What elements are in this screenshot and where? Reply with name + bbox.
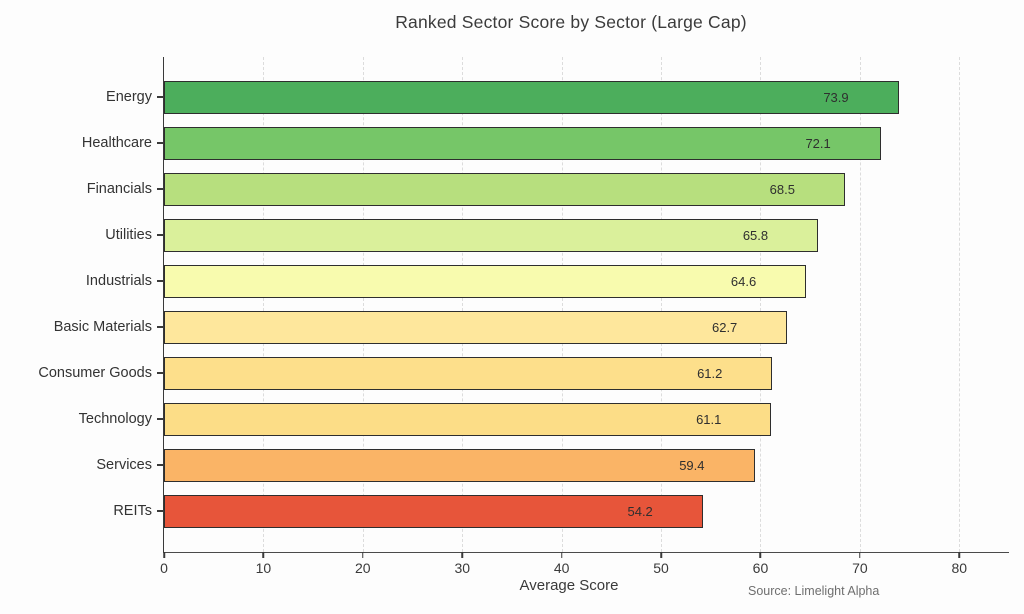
x-axis-tick — [660, 552, 662, 558]
y-axis-tick — [157, 464, 164, 466]
gridline — [362, 57, 364, 552]
y-axis-tick — [157, 188, 164, 190]
bar-value-label: 65.8 — [742, 227, 769, 243]
bar-reits: 54.2 — [164, 494, 703, 528]
y-axis-tick — [157, 510, 164, 512]
x-axis-tick-label: 0 — [160, 560, 168, 576]
gridline — [760, 57, 762, 552]
x-axis-tick — [859, 552, 861, 558]
bar-value-label: 54.2 — [627, 503, 653, 519]
x-axis-tick — [461, 552, 463, 558]
gridline — [661, 57, 663, 552]
x-axis-tick-label: 10 — [255, 560, 272, 576]
bar-utilities: 65.8 — [164, 218, 819, 252]
bar-value-label: 64.6 — [730, 273, 757, 289]
x-axis-tick-label: 40 — [553, 560, 570, 576]
category-label: Healthcare — [81, 135, 152, 151]
category-label: Industrials — [85, 273, 152, 289]
chart-title: Ranked Sector Score by Sector (Large Cap… — [395, 12, 747, 32]
bar-industrials: 64.6 — [164, 264, 807, 298]
y-axis-tick — [157, 96, 164, 98]
bar-value-label: 59.4 — [679, 457, 705, 473]
x-axis-tick-label: 20 — [355, 560, 371, 576]
x-axis-tick — [163, 552, 165, 558]
x-axis-tick — [560, 552, 563, 558]
gridline — [959, 57, 961, 552]
gridline — [859, 57, 861, 552]
x-axis-tick — [759, 552, 762, 558]
bar-value-label: 68.5 — [769, 181, 795, 197]
plot-area: 0 10 20 30 40 50 60 70 80 Energy 73.9 Healthcare 72.… — [38, 57, 1009, 576]
x-axis-tick-label: 80 — [951, 560, 968, 576]
source-caption: Source: Limelight Alpha — [748, 584, 880, 598]
category-label: Basic Materials — [53, 319, 152, 335]
y-axis-tick — [157, 142, 164, 144]
y-axis-tick — [157, 326, 164, 328]
category-label: Energy — [106, 89, 152, 105]
gridline — [462, 57, 464, 552]
bar-value-label: 72.1 — [805, 135, 831, 151]
x-axis-tick — [958, 552, 961, 558]
y-axis-tick — [157, 418, 164, 420]
category-label: Financials — [86, 181, 152, 197]
x-axis-tick-label: 30 — [454, 560, 471, 576]
bar-technology: 61.1 — [164, 402, 772, 436]
gridline — [263, 57, 265, 552]
y-axis-tick — [157, 234, 164, 236]
bar-services: 59.4 — [164, 448, 755, 482]
category-label: Technology — [78, 411, 152, 427]
bar-value-label: 73.9 — [823, 89, 849, 105]
y-axis-tick — [157, 372, 164, 374]
bar-value-label: 61.2 — [697, 365, 723, 381]
category-label: Services — [96, 457, 152, 473]
category-label: REITs — [113, 503, 152, 519]
y-axis-tick — [157, 280, 164, 282]
bar-basic-materials: 62.7 — [164, 310, 788, 344]
bar-value-label: 61.1 — [696, 411, 722, 427]
category-label: Consumer Goods — [38, 365, 152, 381]
bar-healthcare: 72.1 — [164, 126, 881, 160]
x-axis-tick — [262, 552, 265, 558]
bar-value-label: 62.7 — [711, 319, 738, 335]
gridline — [561, 57, 563, 552]
bar-energy: 73.9 — [164, 80, 899, 114]
bar-financials: 68.5 — [164, 172, 845, 206]
x-axis-tick-label: 50 — [653, 560, 669, 576]
x-axis-tick-label: 70 — [852, 560, 868, 576]
category-label: Utilities — [105, 227, 152, 243]
x-axis-tick-label: 60 — [752, 560, 769, 576]
bar-consumer-goods: 61.2 — [164, 356, 773, 390]
x-axis-label: Average Score — [519, 577, 619, 594]
x-axis-tick — [362, 552, 364, 558]
